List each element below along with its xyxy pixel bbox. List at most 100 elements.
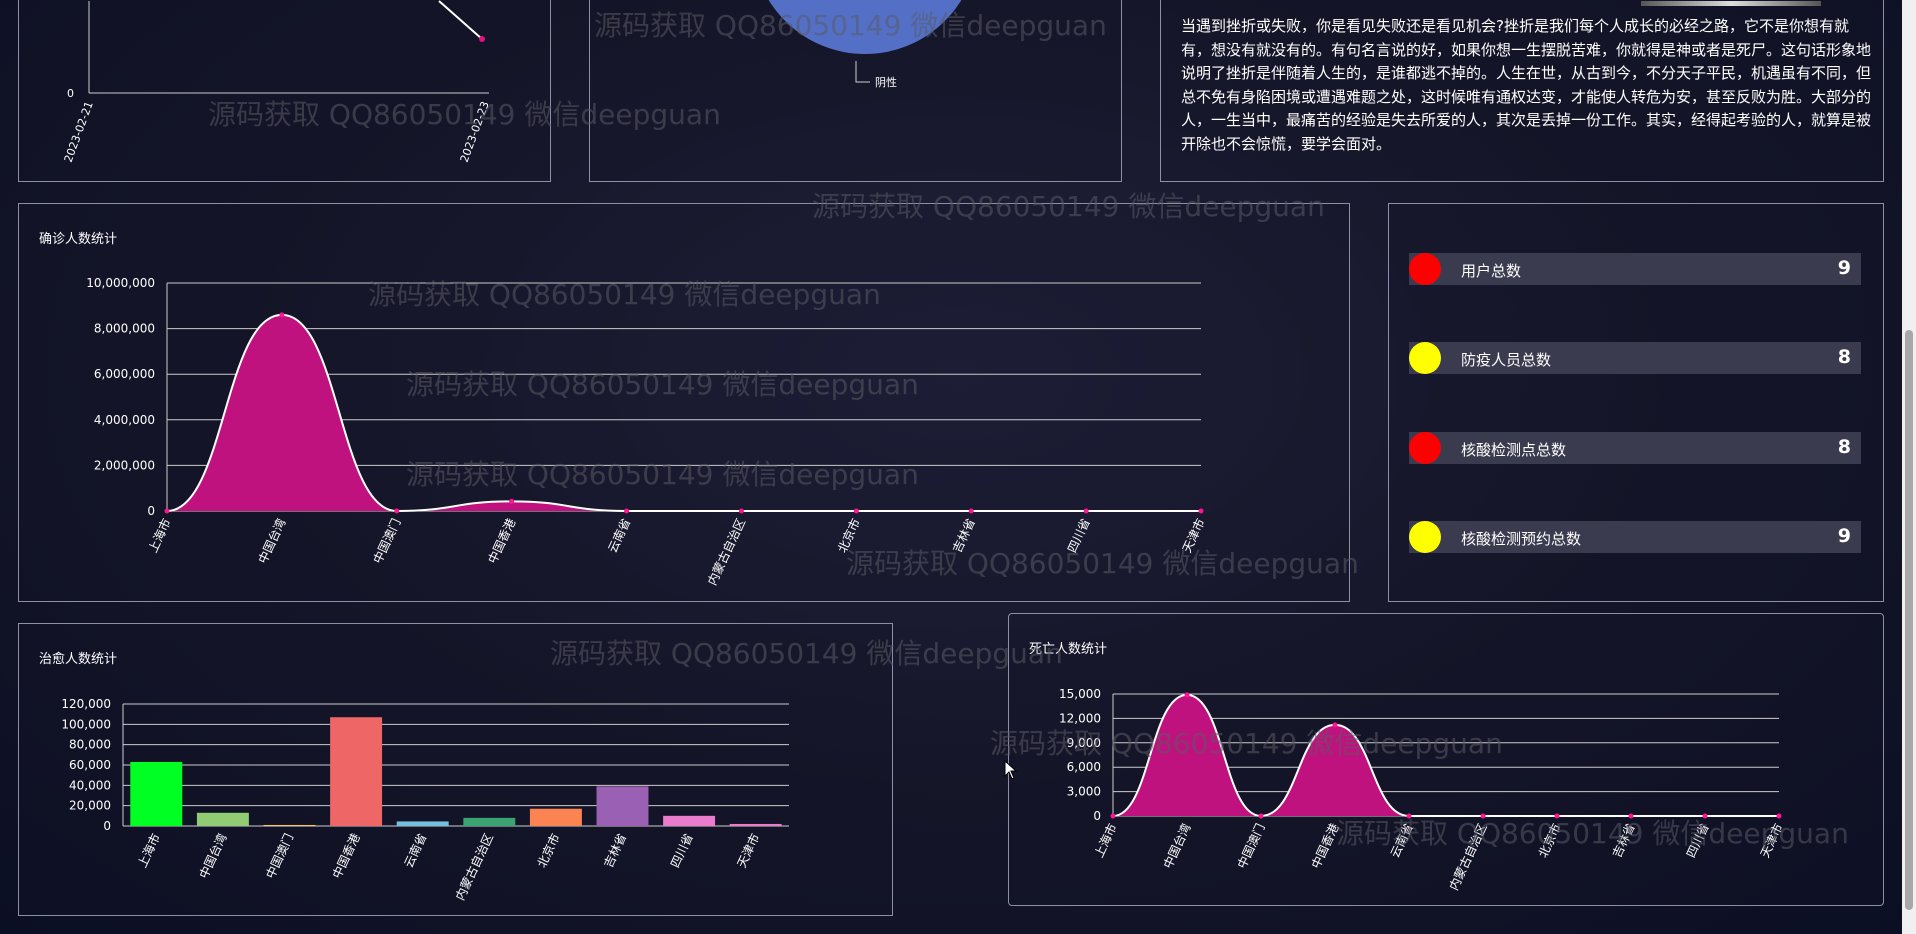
line-chart-panel: 0 2023-02-21 2023-02-23	[18, 0, 551, 182]
stat-label: 用户总数	[1461, 262, 1522, 280]
line-series	[438, 0, 483, 40]
stat-label: 防疫人员总数	[1461, 351, 1552, 369]
x-tick-label: 吉林省	[1610, 821, 1638, 860]
x-tick-label: 北京市	[834, 516, 863, 555]
cured-chart-panel: 治愈人数统计 0 20,000 40,000 60,000 80,000 100,000 1…	[18, 623, 893, 916]
stat-row-appointments: 核酸检测预约总数 9	[1409, 521, 1861, 553]
x-tick-label: 内蒙古自治区	[1446, 821, 1490, 893]
data-point[interactable]	[1110, 813, 1116, 819]
page-scrollbar[interactable]	[1902, 0, 1916, 934]
data-point[interactable]	[738, 508, 744, 514]
bar[interactable]	[263, 824, 316, 826]
y-tick-label: 60,000	[69, 758, 111, 772]
x-tick-label: 云南省	[401, 831, 430, 870]
stat-value: 8	[1837, 436, 1851, 458]
x-tick-label: 中国香港	[484, 516, 518, 566]
stat-value: 9	[1837, 257, 1851, 279]
data-point[interactable]	[853, 508, 859, 514]
data-point[interactable]	[509, 498, 515, 504]
y-tick-label: 4,000,000	[94, 413, 155, 427]
x-tick-label: 中国台湾	[196, 831, 230, 881]
bar[interactable]	[463, 817, 516, 826]
area-line	[1112, 693, 1779, 818]
x-tick-label: 天津市	[1757, 821, 1786, 860]
stat-dot	[1409, 253, 1441, 285]
data-point[interactable]	[1554, 813, 1560, 819]
bar[interactable]	[396, 821, 449, 826]
data-point[interactable]	[968, 508, 974, 514]
y-tick-label: 20,000	[69, 799, 111, 813]
y-tick-label: 3,000	[1067, 785, 1101, 799]
stats-panel: 用户总数 9 防疫人员总数 8 核酸检测点总数 8 核酸检测预约总数 9	[1388, 203, 1884, 602]
x-tick-label: 上海市	[1091, 821, 1120, 860]
article-image-strip	[1641, 1, 1821, 6]
stat-row-test-points: 核酸检测点总数 8	[1409, 432, 1861, 464]
data-point[interactable]	[1480, 813, 1486, 819]
data-point[interactable]	[1083, 508, 1089, 514]
y-tick-label: 9,000	[1067, 736, 1101, 750]
line-point	[479, 36, 485, 42]
x-tick-label: 中国香港	[1308, 821, 1342, 871]
pie-slice	[768, 0, 962, 54]
stat-row-staff: 防疫人员总数 8	[1409, 342, 1861, 374]
x-tick-label: 中国澳门	[370, 516, 404, 566]
x-tick-label: 中国澳门	[1234, 821, 1268, 871]
bar[interactable]	[130, 761, 183, 826]
y-tick-label: 6,000,000	[94, 367, 155, 381]
confirmed-chart-panel: 确诊人数统计 0 2,000,000 4,000,000 6,000,000 8,000…	[18, 203, 1350, 602]
x-tick-label: 云南省	[604, 516, 633, 555]
data-point[interactable]	[1702, 813, 1708, 819]
x-tick-label: 四川省	[1065, 516, 1093, 555]
line-x-label: 2023-02-21	[62, 100, 96, 165]
bar[interactable]	[729, 823, 782, 826]
y-tick-label: 40,000	[69, 778, 111, 792]
line-chart-svg: 0 2023-02-21 2023-02-23	[62, 0, 492, 165]
data-point[interactable]	[1184, 692, 1190, 698]
x-tick-label: 北京市	[534, 831, 563, 870]
bar[interactable]	[529, 808, 582, 826]
area-fill	[167, 314, 1201, 511]
bar[interactable]	[596, 786, 649, 826]
y-tick-label: 2,000,000	[94, 458, 155, 472]
data-point[interactable]	[624, 508, 630, 514]
y-tick-label: 12,000	[1059, 711, 1101, 725]
stat-row-users: 用户总数 9	[1409, 253, 1861, 285]
y-tick-label: 100,000	[61, 717, 111, 731]
data-point[interactable]	[1406, 813, 1412, 819]
article-panel: 当遇到挫折或失败，你是看见失败还是看见机会?挫折是我们每个人成长的必经之路，它不…	[1160, 0, 1884, 182]
bar[interactable]	[196, 812, 249, 826]
scrollbar-thumb[interactable]	[1905, 330, 1913, 910]
bar[interactable]	[330, 717, 383, 826]
y-tick-label: 0	[103, 819, 111, 833]
data-point[interactable]	[1332, 722, 1338, 728]
data-point[interactable]	[1776, 813, 1782, 819]
stat-dot	[1409, 432, 1441, 464]
x-tick-label: 吉林省	[601, 831, 629, 870]
pie-label-line	[855, 61, 870, 83]
x-tick-label: 云南省	[1387, 821, 1416, 860]
data-point[interactable]	[164, 508, 170, 514]
stat-label: 核酸检测点总数	[1461, 441, 1567, 459]
y-tick-label: 120,000	[61, 697, 111, 711]
data-point[interactable]	[1258, 813, 1264, 819]
data-point[interactable]	[1628, 813, 1634, 819]
article-text: 当遇到挫折或失败，你是看见失败还是看见机会?挫折是我们每个人成长的必经之路，它不…	[1181, 17, 1872, 153]
x-tick-label: 上海市	[145, 516, 174, 555]
stat-label: 核酸检测预约总数	[1461, 530, 1582, 548]
x-tick-label: 中国台湾	[1160, 821, 1194, 871]
stat-dot	[1409, 342, 1441, 374]
line-x-label: 2023-02-23	[458, 100, 492, 165]
y-tick-label: 10,000,000	[86, 276, 155, 290]
y-tick-label: 0	[1093, 809, 1101, 823]
data-point[interactable]	[1198, 508, 1204, 514]
x-tick-label: 吉林省	[950, 516, 978, 555]
line-zero-label: 0	[67, 87, 74, 100]
pie-legend-label: 阴性	[875, 75, 897, 89]
bar[interactable]	[663, 815, 716, 826]
data-point[interactable]	[279, 312, 285, 318]
x-tick-label: 内蒙古自治区	[452, 831, 496, 903]
data-point[interactable]	[394, 508, 400, 514]
stat-value: 8	[1837, 346, 1851, 368]
stat-dot	[1409, 521, 1441, 553]
y-tick-label: 15,000	[1059, 687, 1101, 701]
